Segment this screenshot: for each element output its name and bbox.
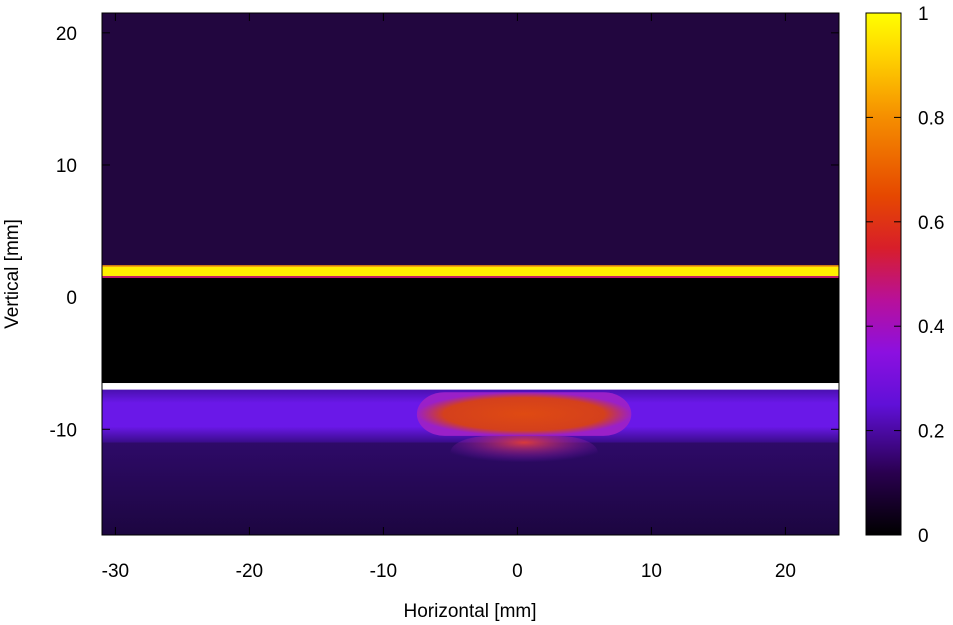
y-axis-title: Vertical [mm] bbox=[2, 219, 23, 329]
y-tick-label: 0 bbox=[66, 288, 77, 309]
y-tick-label: -10 bbox=[50, 420, 77, 441]
x-tick-label: 20 bbox=[775, 561, 796, 582]
axes: -30 -20 -10 0 10 20 20 10 0 -10 bbox=[50, 13, 839, 582]
x-tick-label: -30 bbox=[102, 561, 129, 582]
heatmap-plot-area bbox=[102, 13, 839, 535]
region-dark-gap bbox=[102, 275, 839, 384]
colorbar-axis: 0 0.2 0.4 0.6 0.8 1 bbox=[866, 4, 945, 547]
y-tick-label: 20 bbox=[56, 24, 77, 45]
region-lower-tail bbox=[450, 435, 598, 469]
bright-line-edge-bottom bbox=[102, 275, 839, 278]
colorbar bbox=[865, 12, 902, 536]
x-tick-label: 0 bbox=[512, 561, 523, 582]
colorbar-tick-label: 1 bbox=[918, 4, 929, 25]
x-tick-label: -10 bbox=[370, 561, 397, 582]
region-bright-horizontal-line bbox=[102, 266, 839, 276]
y-tick-label: 10 bbox=[56, 156, 77, 177]
colorbar-tick-label: 0.6 bbox=[918, 213, 944, 234]
bright-line-edge-top bbox=[102, 265, 839, 267]
colorbar-tick-label: 0.2 bbox=[918, 422, 944, 443]
plot-frame bbox=[101, 12, 840, 536]
colorbar-tick-label: 0 bbox=[918, 526, 929, 547]
colorbar-tick-label: 0.8 bbox=[918, 108, 944, 129]
x-tick-label: -20 bbox=[236, 561, 263, 582]
region-central-hot-spot bbox=[416, 392, 632, 436]
colorbar-tick-label: 0.4 bbox=[918, 317, 945, 338]
x-axis-title: Horizontal [mm] bbox=[403, 601, 536, 622]
x-tick-label: 10 bbox=[641, 561, 662, 582]
region-upper-background bbox=[102, 13, 839, 267]
